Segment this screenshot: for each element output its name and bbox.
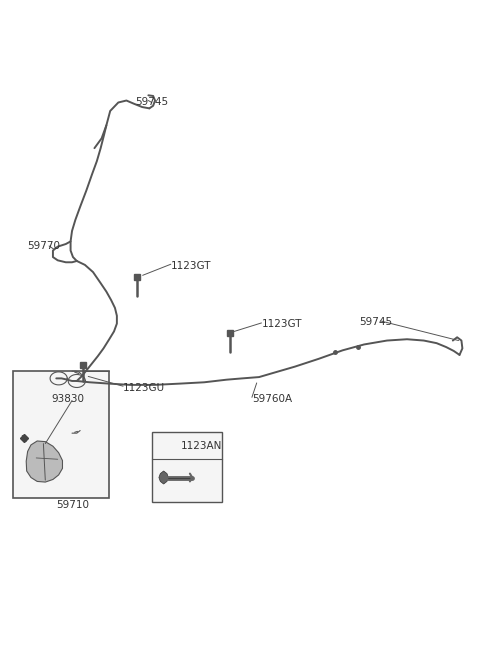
Text: 59745: 59745 <box>135 98 168 107</box>
Polygon shape <box>159 471 168 484</box>
Polygon shape <box>26 441 62 482</box>
Text: 59710: 59710 <box>56 500 89 510</box>
Text: 1123GU: 1123GU <box>123 383 165 392</box>
Text: 93830: 93830 <box>51 394 84 404</box>
Bar <box>13 371 109 498</box>
Text: 59760A: 59760A <box>252 394 292 404</box>
Text: 1123GT: 1123GT <box>171 261 211 271</box>
Text: 59745: 59745 <box>360 317 393 328</box>
Bar <box>152 432 222 502</box>
Text: 59770: 59770 <box>28 241 60 251</box>
Text: 1123AN: 1123AN <box>180 441 222 451</box>
Text: 1123GT: 1123GT <box>262 319 302 329</box>
